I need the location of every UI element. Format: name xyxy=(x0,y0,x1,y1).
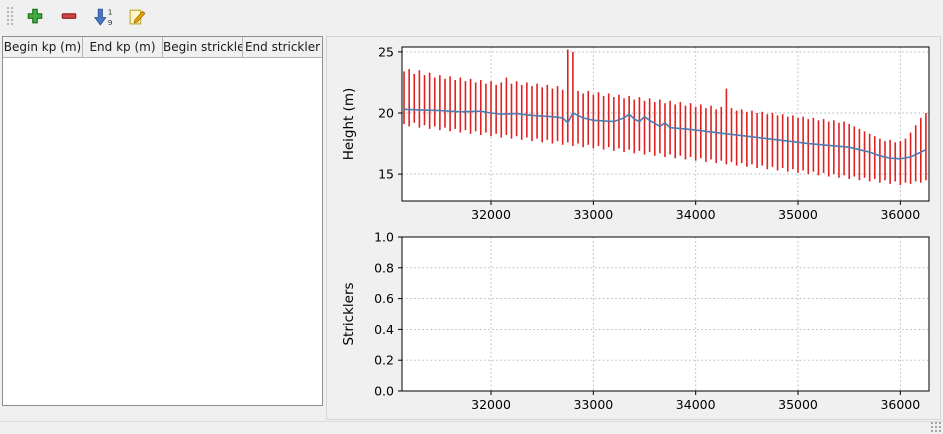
tick-marks xyxy=(398,51,901,205)
sort-digit-bottom: 9 xyxy=(107,17,112,25)
y-axis-label: Height (m) xyxy=(341,88,357,161)
kp-strickler-table: Begin kp (m) End kp (m) Begin strickler … xyxy=(2,36,323,406)
svg-text:34000: 34000 xyxy=(676,207,716,222)
tick-labels: 32000 33000 34000 35000 36000 15 20 25 xyxy=(378,44,920,222)
y-axis-label: Stricklers xyxy=(341,282,357,345)
edit-icon xyxy=(129,9,145,24)
svg-text:0.0: 0.0 xyxy=(374,384,394,399)
toolbar-drag-handle[interactable] xyxy=(6,6,13,26)
svg-text:0.8: 0.8 xyxy=(374,260,394,275)
svg-text:34000: 34000 xyxy=(676,397,716,412)
column-header-end-kp[interactable]: End kp (m) xyxy=(83,37,163,57)
svg-text:25: 25 xyxy=(378,44,394,59)
table-body[interactable] xyxy=(3,58,322,405)
height-chart: 32000 33000 34000 35000 36000 15 20 25 Height (m… xyxy=(327,37,940,229)
svg-text:0.6: 0.6 xyxy=(374,291,394,306)
svg-text:32000: 32000 xyxy=(471,397,511,412)
stricklers-plot: 32000 33000 34000 35000 36000 0.0 0.2 0.4 0.6 0.8… xyxy=(341,230,930,413)
svg-text:20: 20 xyxy=(378,106,394,121)
tick-labels: 32000 33000 34000 35000 36000 0.0 0.2 0.4 0.6 0.8… xyxy=(374,230,920,413)
svg-text:1.0: 1.0 xyxy=(374,230,394,245)
toolbar: 1 9 xyxy=(0,0,943,32)
column-header-end-strickler[interactable]: End strickler xyxy=(244,40,321,54)
water-line xyxy=(403,108,927,160)
table-header-row: Begin kp (m) End kp (m) Begin strickler … xyxy=(3,37,322,58)
svg-text:0.4: 0.4 xyxy=(374,322,394,337)
height-plot: 32000 33000 34000 35000 36000 15 20 25 Height (m… xyxy=(341,44,930,222)
charts-panel: 32000 33000 34000 35000 36000 15 20 25 Height (m… xyxy=(326,36,941,420)
sort-numeric-icon: 1 9 xyxy=(93,7,112,26)
svg-text:33000: 33000 xyxy=(573,207,613,222)
svg-text:36000: 36000 xyxy=(880,397,920,412)
add-row-button[interactable] xyxy=(22,3,48,29)
svg-text:0.2: 0.2 xyxy=(374,353,394,368)
column-header-begin-kp[interactable]: Begin kp (m) xyxy=(3,37,83,57)
remove-row-button[interactable] xyxy=(56,3,82,29)
minus-icon xyxy=(61,13,77,19)
column-header-begin-strickler[interactable]: Begin strickler xyxy=(163,37,243,57)
tick-marks xyxy=(398,236,901,395)
stricklers-chart: 32000 33000 34000 35000 36000 0.0 0.2 0.4 0.6 0.8… xyxy=(327,227,940,419)
resize-grip[interactable] xyxy=(929,421,942,433)
svg-text:35000: 35000 xyxy=(778,397,818,412)
svg-text:33000: 33000 xyxy=(573,397,613,412)
edit-cell-button[interactable] xyxy=(124,3,150,29)
svg-text:15: 15 xyxy=(378,167,394,182)
svg-text:36000: 36000 xyxy=(880,207,920,222)
status-bar xyxy=(0,421,943,434)
svg-text:35000: 35000 xyxy=(778,207,818,222)
sort-rows-button[interactable]: 1 9 xyxy=(90,3,116,29)
svg-text:32000: 32000 xyxy=(471,207,511,222)
plus-icon xyxy=(27,8,43,24)
sort-digit-top: 1 xyxy=(107,7,112,16)
